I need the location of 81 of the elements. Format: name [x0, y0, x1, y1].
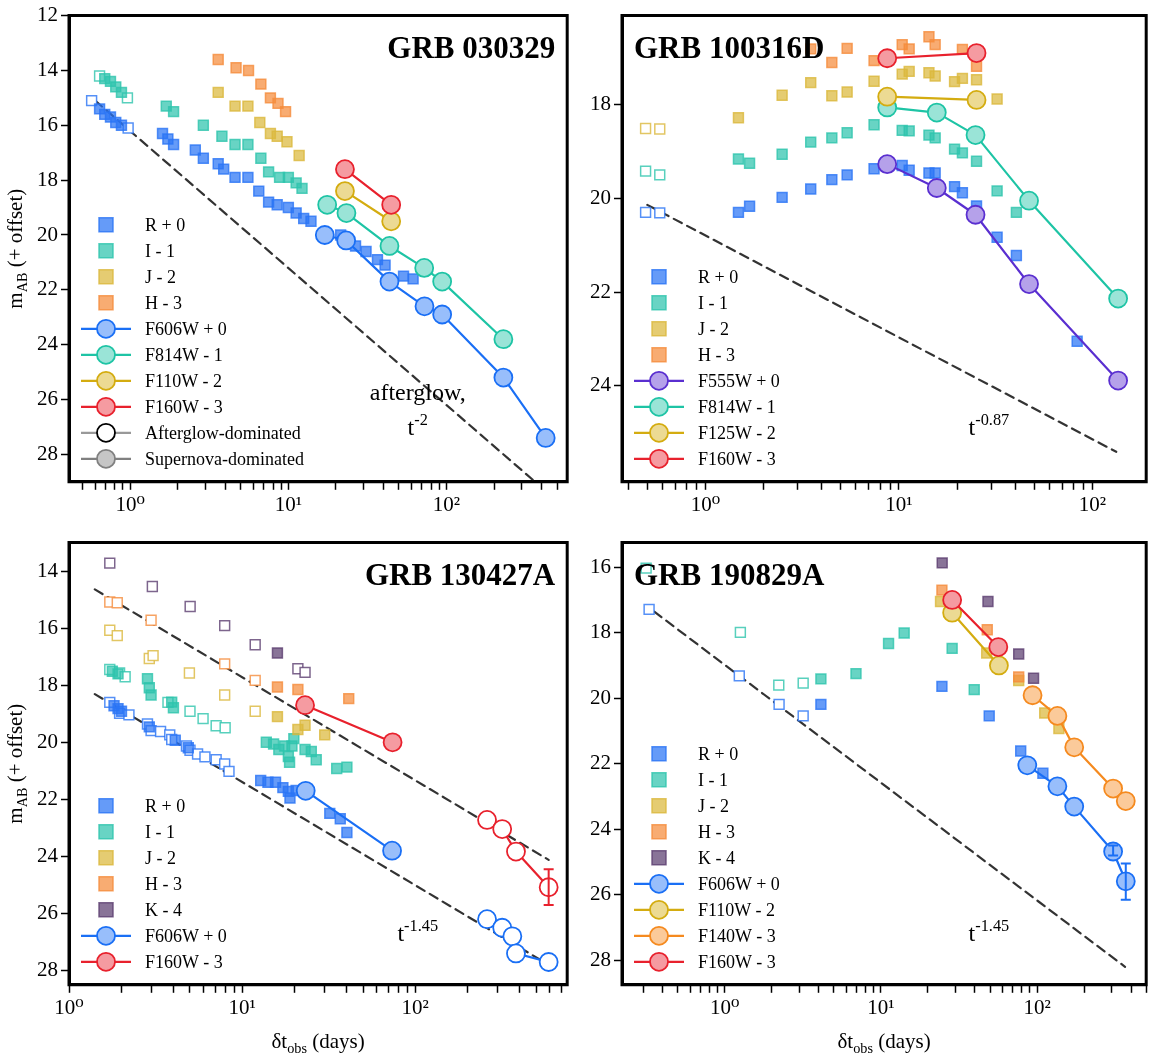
y-tick-label: 28 [37, 957, 58, 982]
y-tick-label: 24 [590, 815, 612, 840]
y-tick-label: 16 [37, 111, 58, 136]
legend-label: K - 4 [145, 899, 182, 920]
legend-label: F125W - 2 [698, 422, 776, 443]
y-tick-label: 20 [590, 684, 611, 709]
legend-label: I - 1 [145, 821, 175, 842]
y-tick-label: 24 [37, 842, 59, 867]
legend-label: I - 1 [698, 769, 728, 790]
legend-label: I - 1 [145, 240, 175, 261]
x-tick-label: 10¹ [228, 994, 256, 1019]
legend-label: R + 0 [698, 743, 739, 764]
y-tick-label: 18 [37, 671, 58, 696]
legend-label: F160W - 3 [698, 448, 776, 469]
legend-label: F606W + 0 [145, 318, 227, 339]
legend-label: F160W - 3 [698, 951, 776, 972]
y-tick-label: 26 [37, 386, 58, 411]
legend-label: F606W + 0 [145, 925, 227, 946]
legend-label: Afterglow-dominated [145, 422, 301, 443]
y-tick-label: 22 [590, 750, 611, 775]
legend-label: J - 2 [145, 266, 176, 287]
legend-label: R + 0 [698, 266, 739, 287]
y-tick-label: 28 [590, 946, 611, 971]
annotation: afterglow, [369, 379, 466, 406]
legend-label: K - 4 [698, 847, 735, 868]
legend-label: R + 0 [145, 214, 186, 235]
legend-label: F110W - 2 [145, 370, 223, 391]
legend-label: F606W + 0 [698, 873, 780, 894]
legend-label: F814W - 1 [145, 344, 223, 365]
x-tick-label: 10⁰ [115, 491, 145, 516]
y-tick-label: 24 [37, 331, 59, 356]
y-axis-title: mAB (+ offset) [3, 188, 31, 309]
y-tick-label: 22 [37, 276, 58, 301]
x-tick-label: 10¹ [885, 491, 913, 516]
x-tick-label: 10² [1023, 994, 1051, 1019]
y-tick-label: 20 [590, 184, 611, 209]
legend-label: F140W - 3 [698, 925, 776, 946]
legend-label: H - 3 [145, 292, 182, 313]
y-tick-label: 18 [37, 166, 58, 191]
y-tick-label: 26 [590, 881, 611, 906]
legend-label: J - 2 [698, 795, 729, 816]
x-tick-label: 10² [401, 994, 429, 1019]
x-tick-label: 10² [432, 491, 461, 516]
y-tick-label: 26 [37, 899, 58, 924]
legend-label: F110W - 2 [698, 899, 776, 920]
y-axis-title: mAB (+ offset) [3, 703, 31, 824]
legend-label: H - 3 [145, 873, 182, 894]
x-tick-label: 10¹ [867, 994, 895, 1019]
x-tick-label: 10² [1078, 491, 1106, 516]
y-tick-label: 18 [590, 91, 611, 116]
legend-label: F555W + 0 [698, 370, 780, 391]
legend-label: J - 2 [145, 847, 176, 868]
legend-label: F160W - 3 [145, 396, 223, 417]
y-tick-label: 22 [590, 278, 611, 303]
text: GRB 100316D [634, 29, 825, 65]
x-tick-label: 10⁰ [709, 994, 740, 1019]
x-tick-label: 10⁰ [54, 994, 84, 1019]
y-tick-label: 20 [37, 221, 58, 246]
text: GRB 130427A [364, 556, 556, 592]
legend-label: R + 0 [145, 795, 186, 816]
legend-label: Supernova-dominated [145, 448, 304, 469]
y-tick-label: 24 [590, 372, 612, 397]
x-tick-label: 10⁰ [690, 491, 721, 516]
y-tick-label: 12 [37, 2, 58, 27]
text: GRB 030329 [387, 29, 556, 65]
text: GRB 190829A [634, 556, 825, 592]
legend-label: I - 1 [698, 292, 728, 313]
x-tick-label: 10¹ [274, 491, 302, 516]
y-tick-label: 14 [37, 557, 59, 582]
y-tick-label: 18 [590, 619, 611, 644]
legend-label: F160W - 3 [145, 951, 223, 972]
legend-label: H - 3 [698, 344, 735, 365]
y-tick-label: 14 [37, 56, 59, 81]
legend-label: J - 2 [698, 318, 729, 339]
y-tick-label: 16 [590, 553, 611, 578]
y-tick-label: 28 [37, 440, 58, 465]
y-tick-label: 20 [37, 728, 58, 753]
legend-label: F814W - 1 [698, 396, 776, 417]
y-tick-label: 22 [37, 785, 58, 810]
legend-label: H - 3 [698, 821, 735, 842]
y-tick-label: 16 [37, 614, 58, 639]
